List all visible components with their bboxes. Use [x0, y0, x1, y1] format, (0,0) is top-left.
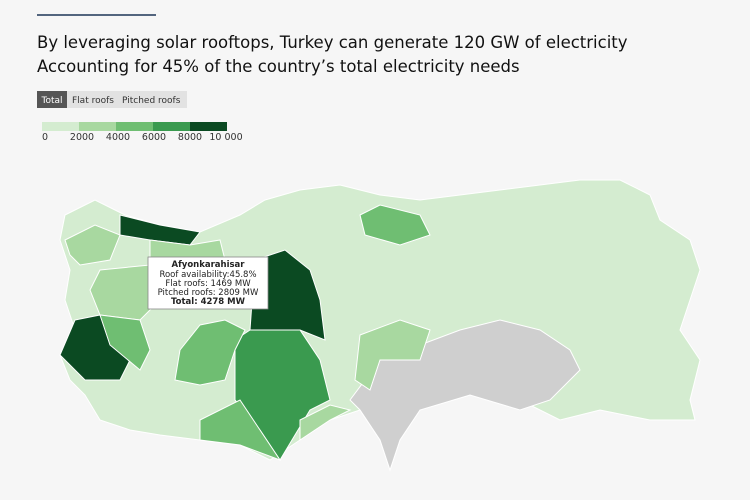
province[interactable]	[174, 319, 246, 386]
province[interactable]	[299, 404, 352, 441]
province[interactable]	[359, 204, 431, 246]
province[interactable]	[99, 314, 151, 371]
legend-swatch	[79, 122, 116, 131]
tooltip-line: Pitched roofs: 2809 MW	[158, 288, 259, 298]
title-line: Accounting for 45% of the country’s tota…	[37, 57, 520, 76]
tooltip-title: Afyonkarahisar	[172, 260, 246, 270]
legend-label: 4000	[106, 132, 130, 143]
legend-swatch	[153, 122, 190, 131]
province[interactable]	[354, 319, 431, 391]
title-line: By leveraging solar rooftops, Turkey can…	[37, 33, 628, 52]
tabs: Total Flat roofs Pitched roofs	[37, 91, 187, 108]
tooltip-line: Roof availability:45.8%	[159, 270, 256, 280]
legend-swatch	[116, 122, 153, 131]
legend-label: 8000	[178, 132, 202, 143]
legend-label: 0	[42, 132, 48, 143]
legend: 0 2000 4000 6000 8000 10 000	[42, 122, 243, 143]
tooltip: Afyonkarahisar Roof availability:45.8% F…	[147, 256, 269, 310]
map	[59, 179, 701, 472]
legend-label: 6000	[142, 132, 166, 143]
tab-bg[interactable]	[67, 91, 187, 108]
province[interactable]	[199, 399, 282, 462]
legend-label: 2000	[70, 132, 94, 143]
tab[interactable]: Pitched roofs	[122, 96, 181, 106]
tab[interactable]: Total	[40, 96, 62, 106]
tab-bg[interactable]	[37, 91, 67, 108]
legend-label: 10 000	[209, 132, 242, 143]
tooltip-box	[147, 256, 269, 310]
tab[interactable]: Flat roofs	[72, 96, 114, 106]
tooltip-line: Total: 4278 MW	[171, 297, 246, 307]
legend-swatch	[190, 122, 227, 131]
tooltip-line: Flat roofs: 1469 MW	[165, 279, 251, 289]
legend-swatch	[42, 122, 79, 131]
province[interactable]	[64, 224, 121, 266]
